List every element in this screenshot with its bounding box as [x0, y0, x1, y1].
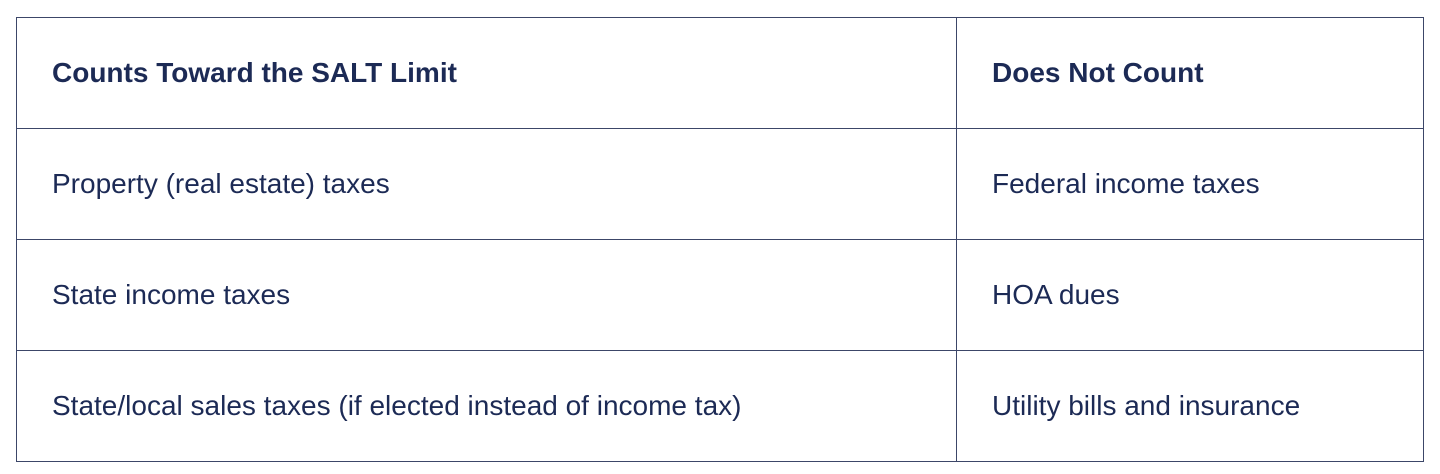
cell-counts: State/local sales taxes (if elected inst…	[16, 350, 957, 462]
table-row: State income taxes HOA dues	[16, 239, 1424, 351]
cell-not-count: Federal income taxes	[956, 128, 1424, 240]
salt-limit-table: Counts Toward the SALT Limit Does Not Co…	[16, 17, 1424, 462]
cell-not-count: HOA dues	[956, 239, 1424, 351]
table-row: Property (real estate) taxes Federal inc…	[16, 128, 1424, 240]
cell-not-count: Utility bills and insurance	[956, 350, 1424, 462]
table-row: State/local sales taxes (if elected inst…	[16, 350, 1424, 462]
cell-counts: State income taxes	[16, 239, 957, 351]
header-does-not-count: Does Not Count	[956, 17, 1424, 129]
cell-counts: Property (real estate) taxes	[16, 128, 957, 240]
header-row: Counts Toward the SALT Limit Does Not Co…	[16, 17, 1424, 129]
header-counts-toward: Counts Toward the SALT Limit	[16, 17, 957, 129]
